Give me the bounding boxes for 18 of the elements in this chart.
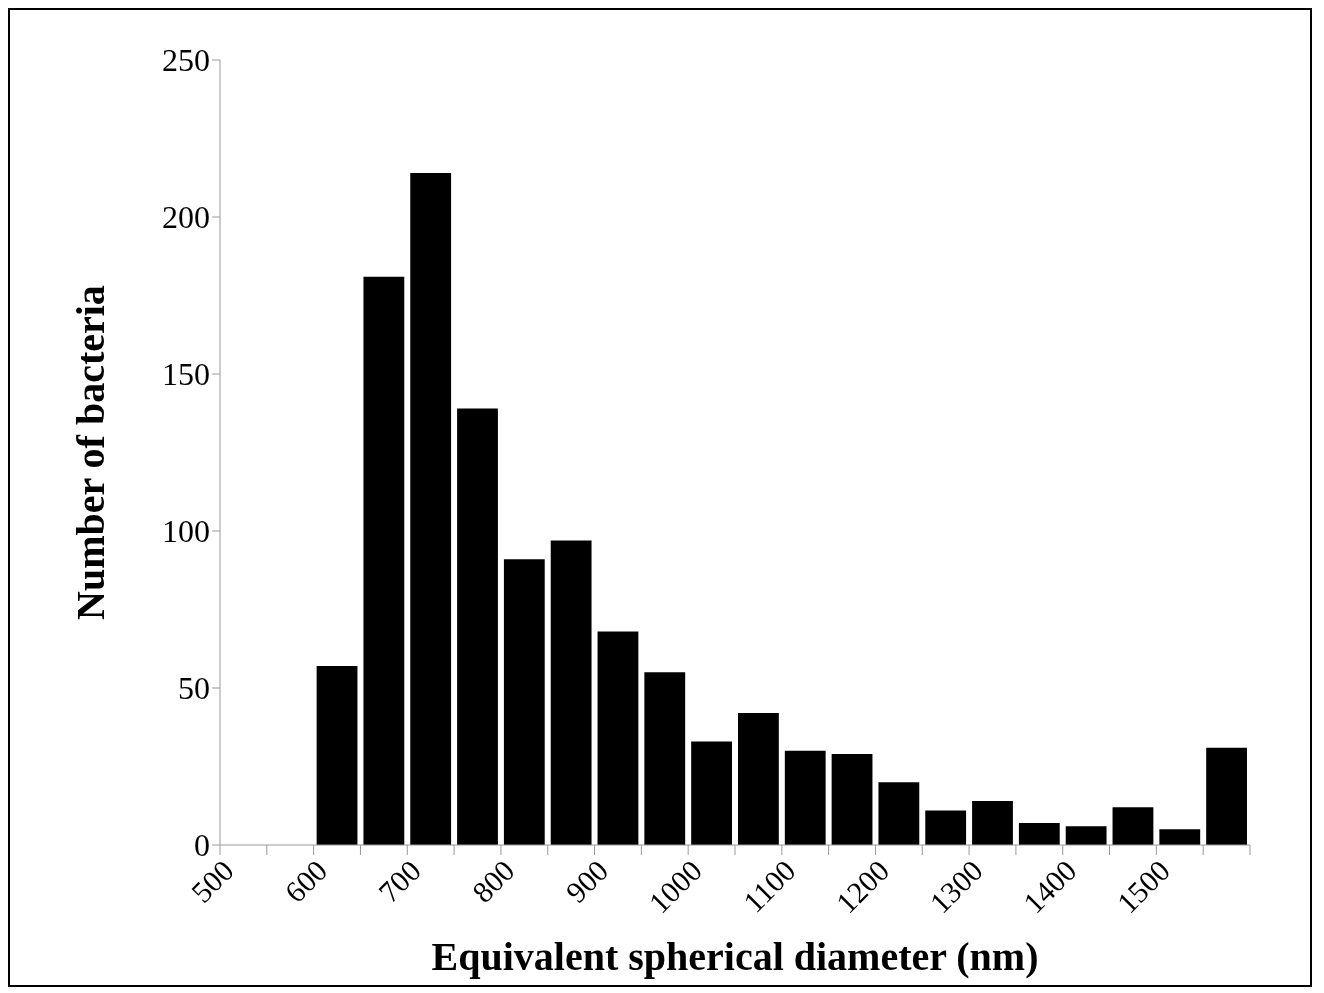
x-tick-label: 1100 bbox=[736, 853, 802, 919]
y-tick-label: 200 bbox=[162, 199, 210, 236]
x-tick-label: 1000 bbox=[642, 853, 708, 920]
y-tick-label: 150 bbox=[162, 356, 210, 393]
y-axis-title: Number of bacteria bbox=[68, 285, 114, 620]
x-tick-label: 1200 bbox=[829, 853, 896, 920]
x-tick-label: 1400 bbox=[1016, 853, 1083, 920]
x-tick-label: 600 bbox=[278, 853, 334, 909]
y-tick-label: 250 bbox=[162, 42, 210, 79]
x-axis-title: Equivalent spherical diameter (nm) bbox=[431, 934, 1039, 979]
y-tick-label: 100 bbox=[162, 513, 210, 550]
x-tick-label: 1300 bbox=[923, 853, 989, 920]
x-tick-label: 900 bbox=[559, 853, 615, 909]
x-tick-label: 800 bbox=[465, 853, 521, 909]
x-tick-label: 700 bbox=[371, 853, 428, 909]
y-tick-label: 0 bbox=[194, 827, 210, 864]
x-tick-label: 1500 bbox=[1110, 853, 1177, 920]
y-tick-label: 50 bbox=[178, 670, 210, 707]
